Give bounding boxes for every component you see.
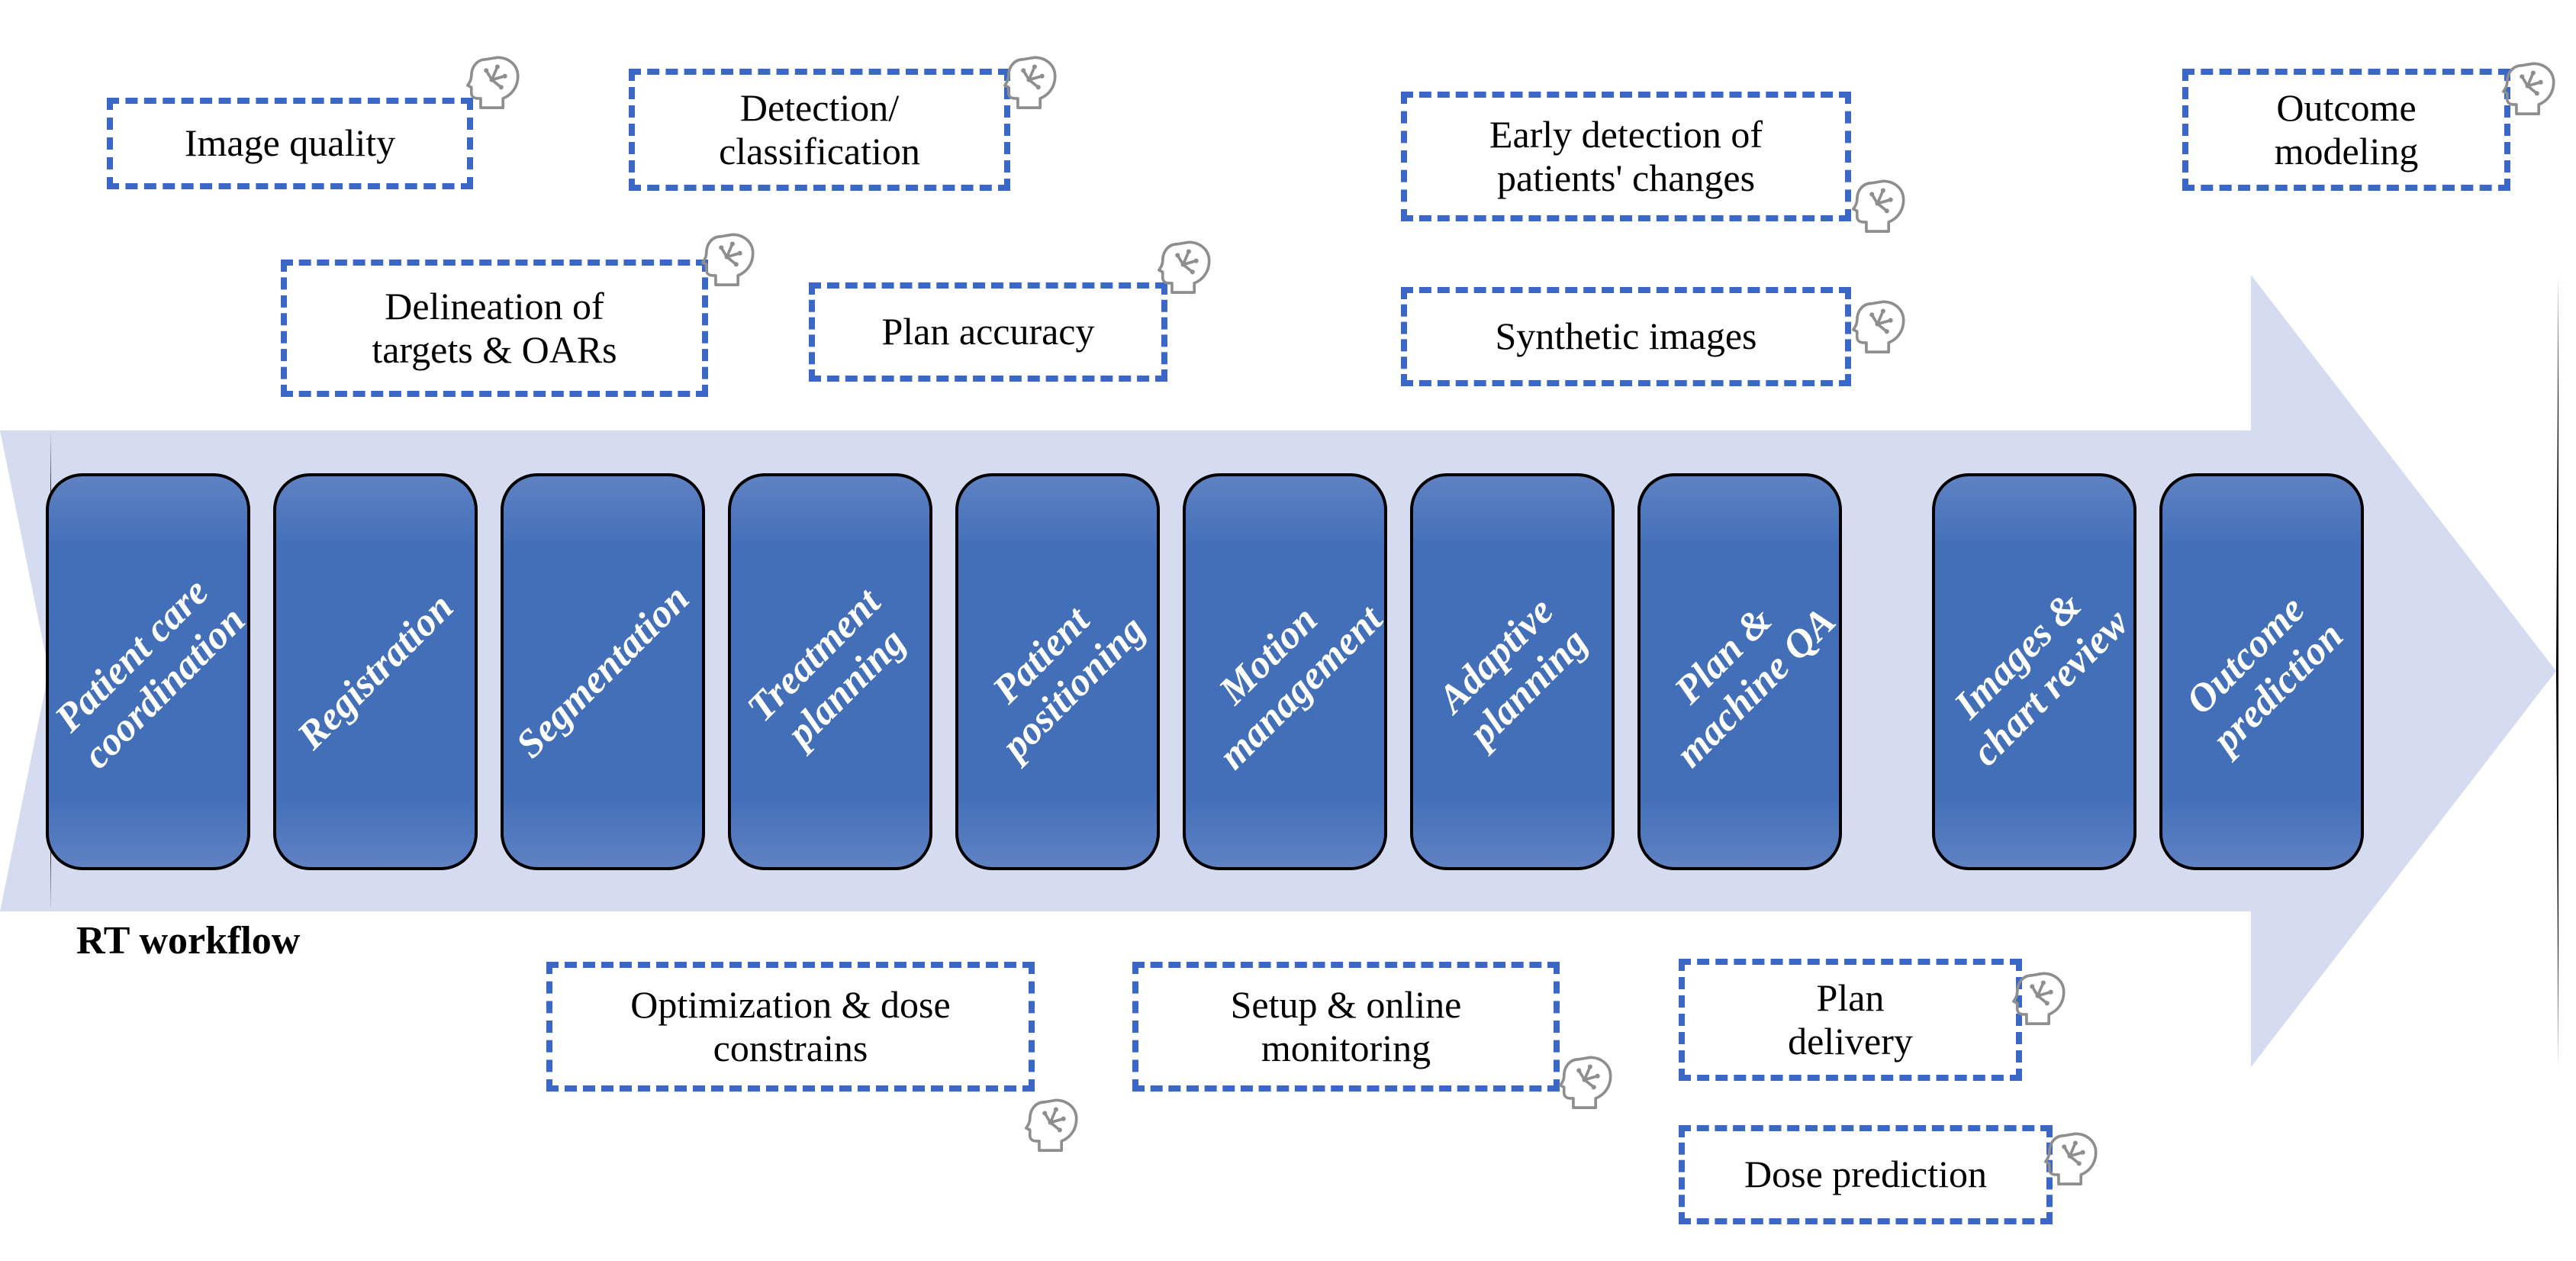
ai-brain-icon (2500, 58, 2559, 118)
ai-brain-icon (1850, 176, 1909, 235)
workflow-step: Motion management (1183, 473, 1387, 870)
workflow-step: Registration (273, 473, 478, 870)
workflow-step: Images & chart review (1932, 473, 2136, 870)
ai-brain-icon (1022, 1095, 1082, 1154)
workflow-step: Patient positioning (955, 473, 1160, 870)
workflow-step: Segmentation (501, 473, 705, 870)
callout-box: Early detection of patients' changes (1401, 92, 1851, 221)
workflow-step: Treatment planning (728, 473, 932, 870)
callout-label: Delineation of targets & OARs (372, 285, 617, 372)
ai-brain-icon (464, 52, 523, 111)
workflow-step-label: Patient care coordination (42, 566, 255, 779)
workflow-arrow-tail-notch (0, 431, 51, 911)
workflow-step-label: Adaptive planning (1428, 587, 1597, 756)
workflow-step-label: Images & chart review (1930, 568, 2137, 775)
callout-label: Detection/ classification (719, 86, 920, 174)
callout-box: Synthetic images (1401, 287, 1851, 386)
ai-brain-icon (1155, 237, 1215, 296)
workflow-step-label: Registration (288, 585, 462, 759)
ai-brain-icon (1850, 296, 1909, 356)
callout-label: Optimization & dose constrains (630, 983, 950, 1071)
ai-brain-icon (1557, 1052, 1616, 1111)
ai-brain-icon (699, 229, 758, 289)
ai-brain-icon (2010, 968, 2069, 1027)
callout-label: Synthetic images (1496, 314, 1757, 359)
callout-box: Setup & online monitoring (1132, 962, 1560, 1092)
diagram-stage: Patient care coordinationRegistration Seg… (0, 0, 2576, 1261)
workflow-caption: RT workflow (76, 914, 351, 968)
callout-box: Plan accuracy (809, 282, 1167, 382)
workflow-step-label: Motion management (1178, 565, 1393, 779)
callout-box: Image quality (107, 98, 473, 189)
workflow-step-label: Plan & machine QA (1634, 566, 1845, 777)
workflow-step-label: Segmentation (507, 576, 699, 768)
callout-label: Early detection of patients' changes (1489, 113, 1763, 201)
workflow-step-label: Patient positioning (961, 575, 1154, 769)
workflow-step: Plan & machine QA (1637, 473, 1842, 870)
callout-label: Setup & online monitoring (1231, 983, 1462, 1071)
callout-label: Plan accuracy (881, 310, 1094, 354)
workflow-step: Patient care coordination (46, 473, 250, 870)
ai-brain-icon (2042, 1128, 2101, 1188)
callout-label: Plan delivery (1788, 976, 1913, 1064)
callout-label: Dose prediction (1744, 1153, 1987, 1197)
callout-box: Plan delivery (1679, 959, 2022, 1081)
workflow-step-label: Outcome prediction (2171, 581, 2352, 763)
callout-box: Delineation of targets & OARs (281, 260, 708, 397)
callout-box: Optimization & dose constrains (546, 962, 1035, 1092)
callout-box: Detection/ classification (629, 69, 1010, 191)
callout-label: Image quality (185, 121, 395, 166)
workflow-step: Outcome prediction (2159, 473, 2364, 870)
callout-box: Outcome modeling (2182, 69, 2510, 191)
callout-label: Outcome modeling (2275, 86, 2419, 174)
callout-box: Dose prediction (1679, 1125, 2053, 1224)
workflow-step: Adaptive planning (1410, 473, 1615, 870)
workflow-step-label: Treatment planning (739, 580, 922, 763)
ai-brain-icon (1001, 52, 1061, 111)
